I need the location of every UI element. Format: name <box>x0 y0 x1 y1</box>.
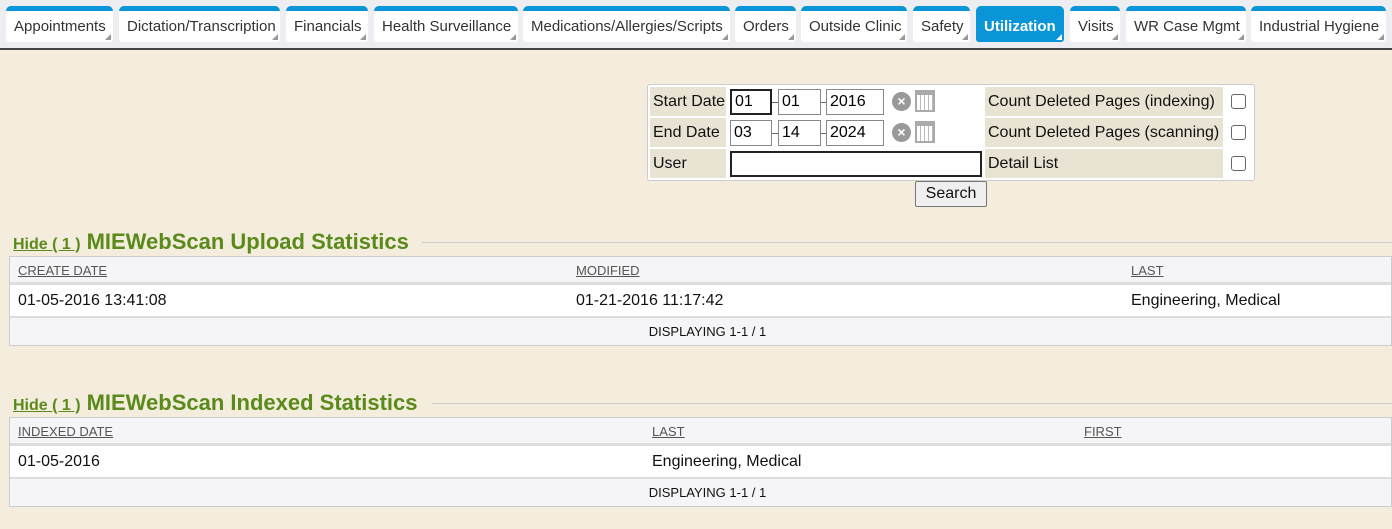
user-label: User <box>650 149 726 178</box>
section-title: MIEWebScan Indexed Statistics <box>86 390 418 415</box>
tab-utilization[interactable]: Utilization <box>976 6 1064 42</box>
calendar-icon[interactable] <box>915 90 935 112</box>
module-tab-bar: Appointments Dictation/Transcription Fin… <box>0 0 1392 50</box>
table-row: 01-05-2016 Engineering, Medical <box>10 446 1391 479</box>
tab-safety[interactable]: Safety <box>913 6 970 42</box>
cell-modified: 01-21-2016 11:17:42 <box>576 292 724 309</box>
date-separator <box>821 102 827 103</box>
tab-medications[interactable]: Medications/Allergies/Scripts <box>523 6 730 42</box>
column-last[interactable]: LAST <box>652 424 685 439</box>
search-form: Start Date End Date User × × Count Delet… <box>647 84 1255 181</box>
column-indexed-date[interactable]: INDEXED DATE <box>18 424 114 439</box>
end-year-input[interactable] <box>826 120 884 146</box>
tab-health-surveillance[interactable]: Health Surveillance <box>374 6 518 42</box>
column-first[interactable]: FIRST <box>1084 424 1122 439</box>
count-deleted-indexing-checkbox[interactable] <box>1231 94 1246 109</box>
cell-last: Engineering, Medical <box>652 453 802 470</box>
date-separator <box>821 133 827 134</box>
start-year-input[interactable] <box>826 89 884 115</box>
tab-industrial-hygiene[interactable]: Industrial Hygiene <box>1251 6 1386 42</box>
pagination-status: DISPLAYING 1-1 / 1 <box>648 324 767 339</box>
tab-appointments[interactable]: Appointments <box>6 6 113 42</box>
user-input[interactable] <box>730 151 982 177</box>
clear-icon[interactable]: × <box>892 92 911 111</box>
cell-indexed-date: 01-05-2016 <box>18 453 100 470</box>
end-day-input[interactable] <box>778 120 821 146</box>
table-row: 01-05-2016 13:41:08 01-21-2016 11:17:42 … <box>10 285 1391 318</box>
upload-section-legend: Hide ( 1 ) MIEWebScan Upload Statistics <box>13 229 409 255</box>
column-modified[interactable]: MODIFIED <box>576 263 640 278</box>
tab-dictation-transcription[interactable]: Dictation/Transcription <box>119 6 280 42</box>
divider <box>422 242 1392 243</box>
count-deleted-scanning-label: Count Deleted Pages (scanning) <box>985 118 1223 147</box>
tab-outside-clinic[interactable]: Outside Clinic <box>801 6 907 42</box>
divider <box>432 403 1392 404</box>
calendar-icon[interactable] <box>915 121 935 143</box>
tab-orders[interactable]: Orders <box>735 6 796 42</box>
detail-list-label: Detail List <box>985 149 1223 178</box>
hide-upload-link[interactable]: Hide ( 1 ) <box>13 236 81 253</box>
cell-last: Engineering, Medical <box>1131 292 1281 309</box>
start-day-input[interactable] <box>778 89 821 115</box>
cell-create-date: 01-05-2016 13:41:08 <box>18 292 167 309</box>
column-last[interactable]: LAST <box>1131 263 1164 278</box>
count-deleted-scanning-checkbox[interactable] <box>1231 125 1246 140</box>
end-date-label: End Date <box>650 118 726 147</box>
table-header: INDEXED DATE LAST FIRST <box>10 418 1391 446</box>
clear-icon[interactable]: × <box>892 123 911 142</box>
date-separator <box>772 133 778 134</box>
section-title: MIEWebScan Upload Statistics <box>86 229 409 254</box>
date-separator <box>772 102 778 103</box>
hide-indexed-link[interactable]: Hide ( 1 ) <box>13 397 81 414</box>
table-header: CREATE DATE MODIFIED LAST <box>10 257 1391 285</box>
tab-financials[interactable]: Financials <box>286 6 368 42</box>
detail-list-checkbox[interactable] <box>1231 156 1246 171</box>
start-month-input[interactable] <box>730 89 772 115</box>
indexed-statistics-table: INDEXED DATE LAST FIRST 01-05-2016 Engin… <box>9 417 1392 507</box>
pagination-status: DISPLAYING 1-1 / 1 <box>648 485 767 500</box>
column-create-date[interactable]: CREATE DATE <box>18 263 108 278</box>
count-deleted-indexing-label: Count Deleted Pages (indexing) <box>985 87 1223 116</box>
search-button[interactable]: Search <box>915 181 987 207</box>
indexed-section-legend: Hide ( 1 ) MIEWebScan Indexed Statistics <box>13 390 417 416</box>
upload-statistics-table: CREATE DATE MODIFIED LAST 01-05-2016 13:… <box>9 256 1392 346</box>
tab-wr-case-mgmt[interactable]: WR Case Mgmt <box>1126 6 1246 42</box>
end-month-input[interactable] <box>730 120 772 146</box>
tab-visits[interactable]: Visits <box>1070 6 1120 42</box>
start-date-label: Start Date <box>650 87 726 116</box>
